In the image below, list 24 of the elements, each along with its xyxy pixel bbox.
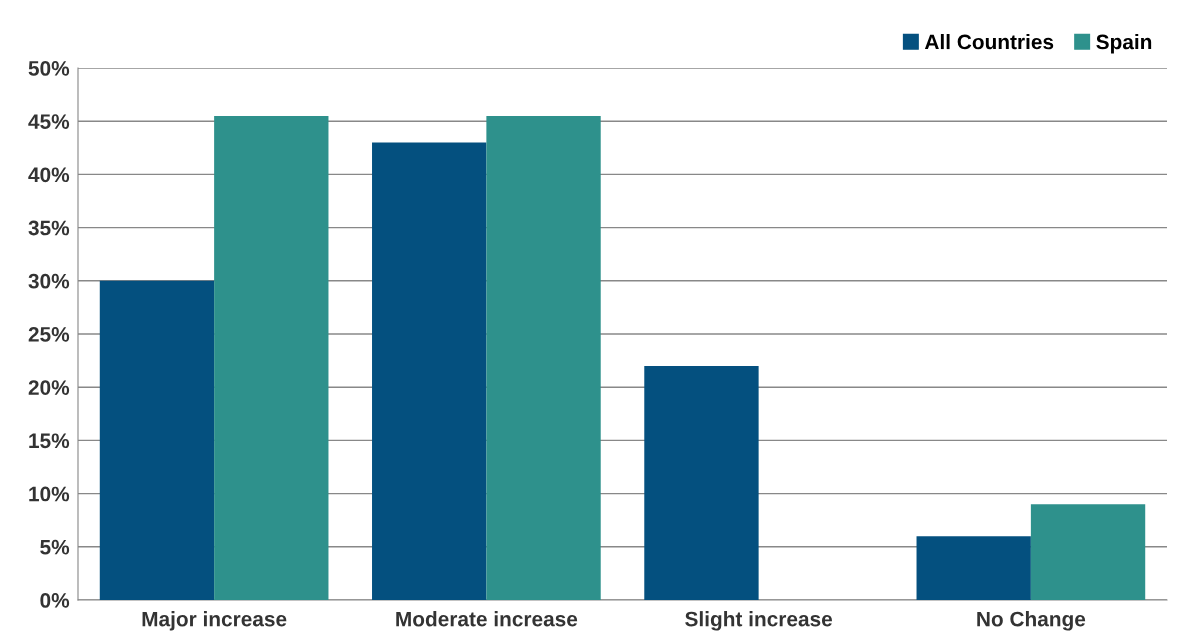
y-tick-label: 0% [40, 593, 70, 608]
legend-label: Spain [1096, 34, 1152, 54]
y-tick-label: 30% [28, 273, 70, 289]
y-tick-label: 45% [28, 114, 70, 129]
bar [372, 142, 487, 600]
y-tick-label: 20% [28, 380, 70, 395]
bar [1030, 504, 1146, 600]
bar [486, 115, 601, 600]
y-tick-label: 5% [40, 539, 70, 555]
bar [916, 536, 1031, 600]
bar [644, 365, 759, 600]
y-tick-label: 15% [29, 433, 70, 449]
y-tick-label: 35% [28, 220, 70, 236]
x-tick-label: Slight increase [685, 611, 833, 631]
x-tick-label: Major increase [142, 611, 287, 631]
x-tick-label: Moderate increase [396, 611, 578, 627]
y-tick-label: 40% [28, 167, 70, 183]
y-tick-label: 50% [28, 61, 70, 76]
bar [214, 115, 329, 600]
y-tick-label: 25% [28, 327, 70, 342]
x-tick-label: No Change [977, 611, 1086, 631]
y-tick-label: 10% [29, 486, 70, 502]
legend-label: All Countries [924, 34, 1054, 50]
bar [99, 280, 215, 600]
